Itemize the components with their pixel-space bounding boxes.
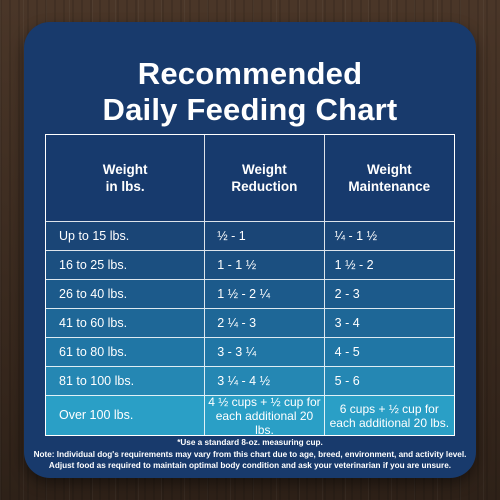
weight-cell: 81 to 100 lbs. <box>46 367 206 395</box>
chart-title-line1: Recommended <box>137 56 363 91</box>
header-maintenance: Weight Maintenance <box>325 135 454 221</box>
weight-cell: 16 to 25 lbs. <box>46 251 206 279</box>
feeding-table: Weight in lbs. Weight Reduction Weight Main… <box>45 134 455 437</box>
reduction-cell: 3 - 3 ¼ <box>205 338 325 366</box>
maintenance-cell: 2 - 3 <box>334 286 360 301</box>
weight-cell: 41 to 60 lbs. <box>46 309 206 337</box>
reduction-cell: 1 - 1 ½ <box>205 251 325 279</box>
feeding-chart-card: Recommended Daily Feeding Chart Weight in… <box>24 22 476 478</box>
weight-cell: 61 to 80 lbs. <box>46 338 206 366</box>
reduction-cell: 1 ½ - 2 ¼ <box>205 280 325 308</box>
reduction-line2: each additional 20 lbs. <box>215 408 314 437</box>
header-weight: Weight in lbs. <box>46 135 206 221</box>
reduction-cell: 4 ½ cups + ½ cup for each additional 20 l… <box>205 394 325 437</box>
note-footnote: Note: Individual dog's requirements may … <box>24 449 476 471</box>
reduction-cell: 2 ¼ - 3 <box>205 309 325 337</box>
maintenance-cell: ¼ - 1 ½ <box>334 228 378 243</box>
table-row: 16 to 25 lbs. 1 - 1 ½ 1 ½ - 2 <box>46 250 454 279</box>
measuring-cup-footnote: *Use a standard 8-oz. measuring cup. <box>177 438 323 447</box>
reduction-line1: 4 ½ cups + ½ cup for <box>208 394 321 409</box>
table-row: 41 to 60 lbs. 2 ¼ - 3 3 - 4 <box>46 308 454 337</box>
maintenance-line1: 6 cups + ½ cup for <box>339 401 439 416</box>
header-maintenance-line2: Maintenance <box>348 179 431 194</box>
weight-cell: 26 to 40 lbs. <box>46 280 206 308</box>
maintenance-cell: 4 - 5 <box>334 344 360 359</box>
table-row: 26 to 40 lbs. 1 ½ - 2 ¼ 2 - 3 <box>46 279 454 308</box>
table-row: 61 to 80 lbs. 3 - 3 ¼ 4 - 5 <box>46 337 454 366</box>
maintenance-cell: 3 - 4 <box>334 315 360 330</box>
header-weight-line1: Weight <box>102 162 148 177</box>
chart-title-line2: Daily Feeding Chart <box>102 92 398 127</box>
header-reduction-line1: Weight <box>242 162 287 177</box>
header-reduction: Weight Reduction <box>205 135 325 221</box>
reduction-cell: 3 ¼ - 4 ½ <box>205 367 325 395</box>
table-row: 81 to 100 lbs. 3 ¼ - 4 ½ 5 - 6 <box>46 366 454 395</box>
note-line1: Note: Individual dog's requirements may … <box>33 450 467 459</box>
header-maintenance-line1: Weight <box>366 162 412 177</box>
table-row: Up to 15 lbs. ½ - 1 ¼ - 1 ½ <box>46 221 454 250</box>
header-reduction-line2: Reduction <box>231 179 298 194</box>
maintenance-cell: 1 ½ - 2 <box>334 257 374 272</box>
weight-cell: Over 100 lbs. <box>46 396 206 435</box>
maintenance-cell: 5 - 6 <box>334 373 360 388</box>
table-row-last: Over 100 lbs. 4 ½ cups + ½ cup for each a… <box>46 394 454 437</box>
note-line2: Adjust food as required to maintain opti… <box>48 461 452 470</box>
maintenance-cell: 6 cups + ½ cup for each additional 20 lbs… <box>325 396 454 435</box>
weight-cell: Up to 15 lbs. <box>46 222 206 250</box>
table-header-row: Weight in lbs. Weight Reduction Weight Main… <box>46 135 454 221</box>
reduction-cell: ½ - 1 <box>205 222 325 250</box>
header-weight-line2: in lbs. <box>105 179 145 194</box>
maintenance-line2: each additional 20 lbs. <box>329 415 450 430</box>
